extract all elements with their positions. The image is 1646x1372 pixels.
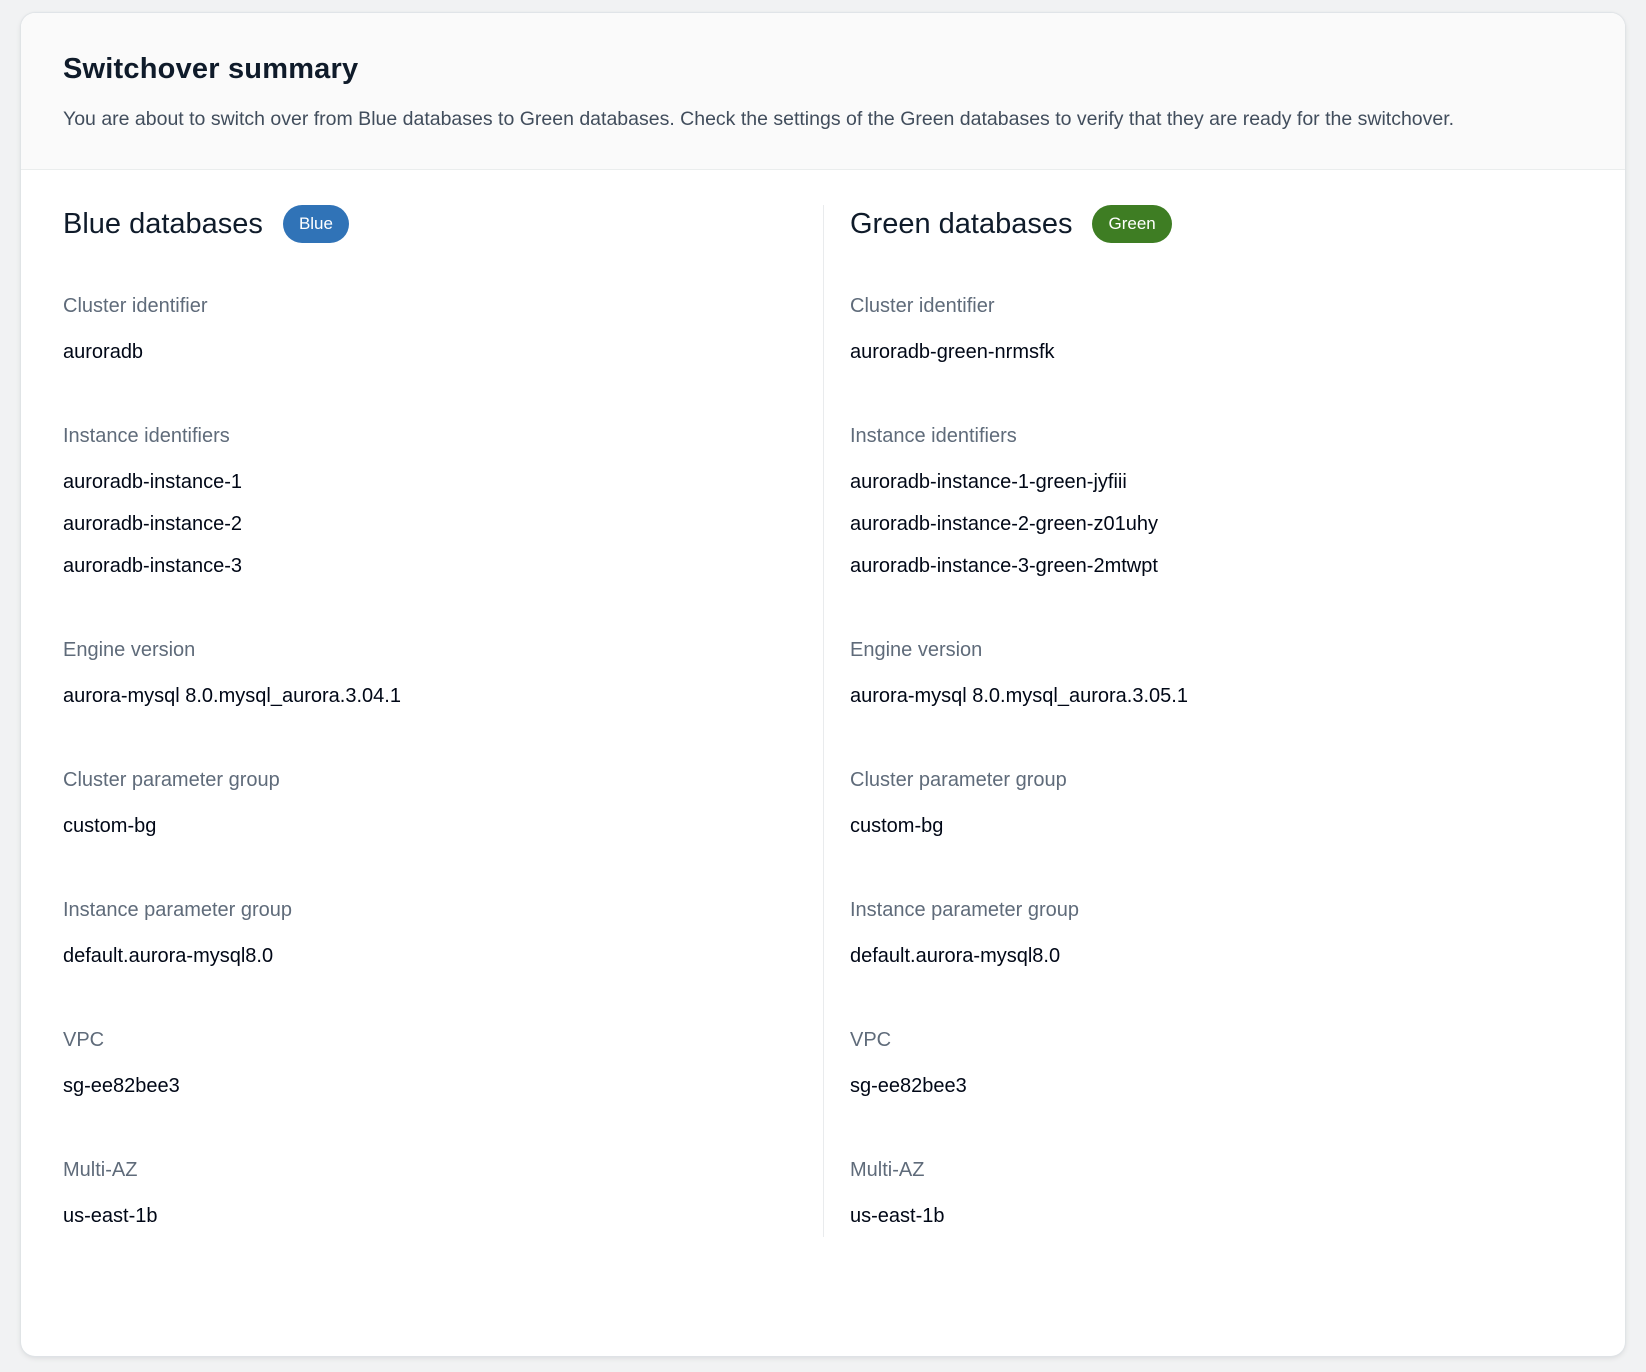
field-engine-version: Engine version aurora-mysql 8.0.mysql_au…	[850, 635, 1583, 717]
field-cluster-parameter-group: Cluster parameter group custom-bg	[63, 765, 781, 847]
page-title: Switchover summary	[63, 53, 359, 85]
field-label: Engine version	[63, 639, 196, 661]
field-label: Multi-AZ	[850, 1159, 925, 1181]
field-value: auroradb-instance-1	[63, 471, 242, 493]
field-value: auroradb-instance-3-green-2mtwpt	[850, 555, 1158, 577]
field-cluster-identifier: Cluster identifier auroradb-green-nrmsfk	[850, 291, 1583, 373]
field-values: auroradb	[63, 331, 781, 373]
green-column-heading: Green databases	[850, 207, 1073, 240]
field-value: auroradb-instance-2-green-z01uhy	[850, 513, 1158, 535]
field-label: Cluster identifier	[63, 295, 208, 317]
field-label: VPC	[850, 1029, 892, 1051]
field-values: aurora-mysql 8.0.mysql_aurora.3.05.1	[850, 675, 1583, 717]
field-label: Instance parameter group	[63, 899, 293, 921]
field-value: aurora-mysql 8.0.mysql_aurora.3.04.1	[63, 685, 401, 707]
field-label: Cluster parameter group	[850, 769, 1067, 791]
field-multi-az: Multi-AZ us-east-1b	[63, 1155, 781, 1237]
blue-column-heading-row: Blue databases Blue	[63, 205, 781, 243]
field-label: Instance identifiers	[63, 425, 230, 447]
panel-header: Switchover summary You are about to swit…	[21, 13, 1625, 170]
field-label: Engine version	[850, 639, 983, 661]
field-value: auroradb	[63, 341, 144, 363]
field-value: sg-ee82bee3	[850, 1075, 967, 1097]
blue-badge: Blue	[282, 205, 349, 243]
field-value: auroradb-instance-2	[63, 513, 242, 535]
field-value: us-east-1b	[850, 1205, 945, 1227]
field-instance-identifiers: Instance identifiers auroradb-instance-1…	[850, 421, 1583, 587]
field-value: custom-bg	[850, 815, 944, 837]
green-badge: Green	[1092, 205, 1172, 243]
field-values: us-east-1b	[63, 1195, 781, 1237]
field-label: Multi-AZ	[63, 1159, 138, 1181]
field-values: aurora-mysql 8.0.mysql_aurora.3.04.1	[63, 675, 781, 717]
blue-column-heading: Blue databases	[63, 207, 263, 240]
field-values: auroradb-instance-1 auroradb-instance-2 …	[63, 461, 781, 587]
field-cluster-parameter-group: Cluster parameter group custom-bg	[850, 765, 1583, 847]
green-column-heading-row: Green databases Green	[850, 205, 1583, 243]
field-values: default.aurora-mysql8.0	[850, 935, 1583, 977]
field-cluster-identifier: Cluster identifier auroradb	[63, 291, 781, 373]
field-values: sg-ee82bee3	[63, 1065, 781, 1107]
field-label: Cluster parameter group	[63, 769, 280, 791]
field-vpc: VPC sg-ee82bee3	[63, 1025, 781, 1107]
field-value: custom-bg	[63, 815, 157, 837]
field-values: auroradb-green-nrmsfk	[850, 331, 1583, 373]
field-values: auroradb-instance-1-green-jyfiii aurorad…	[850, 461, 1583, 587]
field-label: VPC	[63, 1029, 105, 1051]
field-multi-az: Multi-AZ us-east-1b	[850, 1155, 1583, 1237]
blue-databases-column: Blue databases Blue Cluster identifier a…	[21, 205, 823, 1237]
field-instance-identifiers: Instance identifiers auroradb-instance-1…	[63, 421, 781, 587]
field-label: Instance parameter group	[850, 899, 1080, 921]
field-value: aurora-mysql 8.0.mysql_aurora.3.05.1	[850, 685, 1188, 707]
field-values: us-east-1b	[850, 1195, 1583, 1237]
green-databases-column: Green databases Green Cluster identifier…	[823, 205, 1625, 1237]
field-label: Instance identifiers	[850, 425, 1017, 447]
database-columns: Blue databases Blue Cluster identifier a…	[21, 205, 1625, 1279]
field-value: default.aurora-mysql8.0	[850, 945, 1061, 967]
field-vpc: VPC sg-ee82bee3	[850, 1025, 1583, 1107]
field-values: custom-bg	[850, 805, 1583, 847]
field-value: sg-ee82bee3	[63, 1075, 180, 1097]
field-values: sg-ee82bee3	[850, 1065, 1583, 1107]
field-engine-version: Engine version aurora-mysql 8.0.mysql_au…	[63, 635, 781, 717]
field-value: auroradb-green-nrmsfk	[850, 341, 1055, 363]
field-value: us-east-1b	[63, 1205, 158, 1227]
field-value: auroradb-instance-3	[63, 555, 242, 577]
field-instance-parameter-group: Instance parameter group default.aurora-…	[850, 895, 1583, 977]
field-values: custom-bg	[63, 805, 781, 847]
field-value: auroradb-instance-1-green-jyfiii	[850, 471, 1127, 493]
field-instance-parameter-group: Instance parameter group default.aurora-…	[63, 895, 781, 977]
panel-description: You are about to switch over from Blue d…	[63, 108, 1455, 130]
switchover-summary-panel: Switchover summary You are about to swit…	[21, 13, 1625, 1356]
field-label: Cluster identifier	[850, 295, 995, 317]
field-value: default.aurora-mysql8.0	[63, 945, 274, 967]
field-values: default.aurora-mysql8.0	[63, 935, 781, 977]
